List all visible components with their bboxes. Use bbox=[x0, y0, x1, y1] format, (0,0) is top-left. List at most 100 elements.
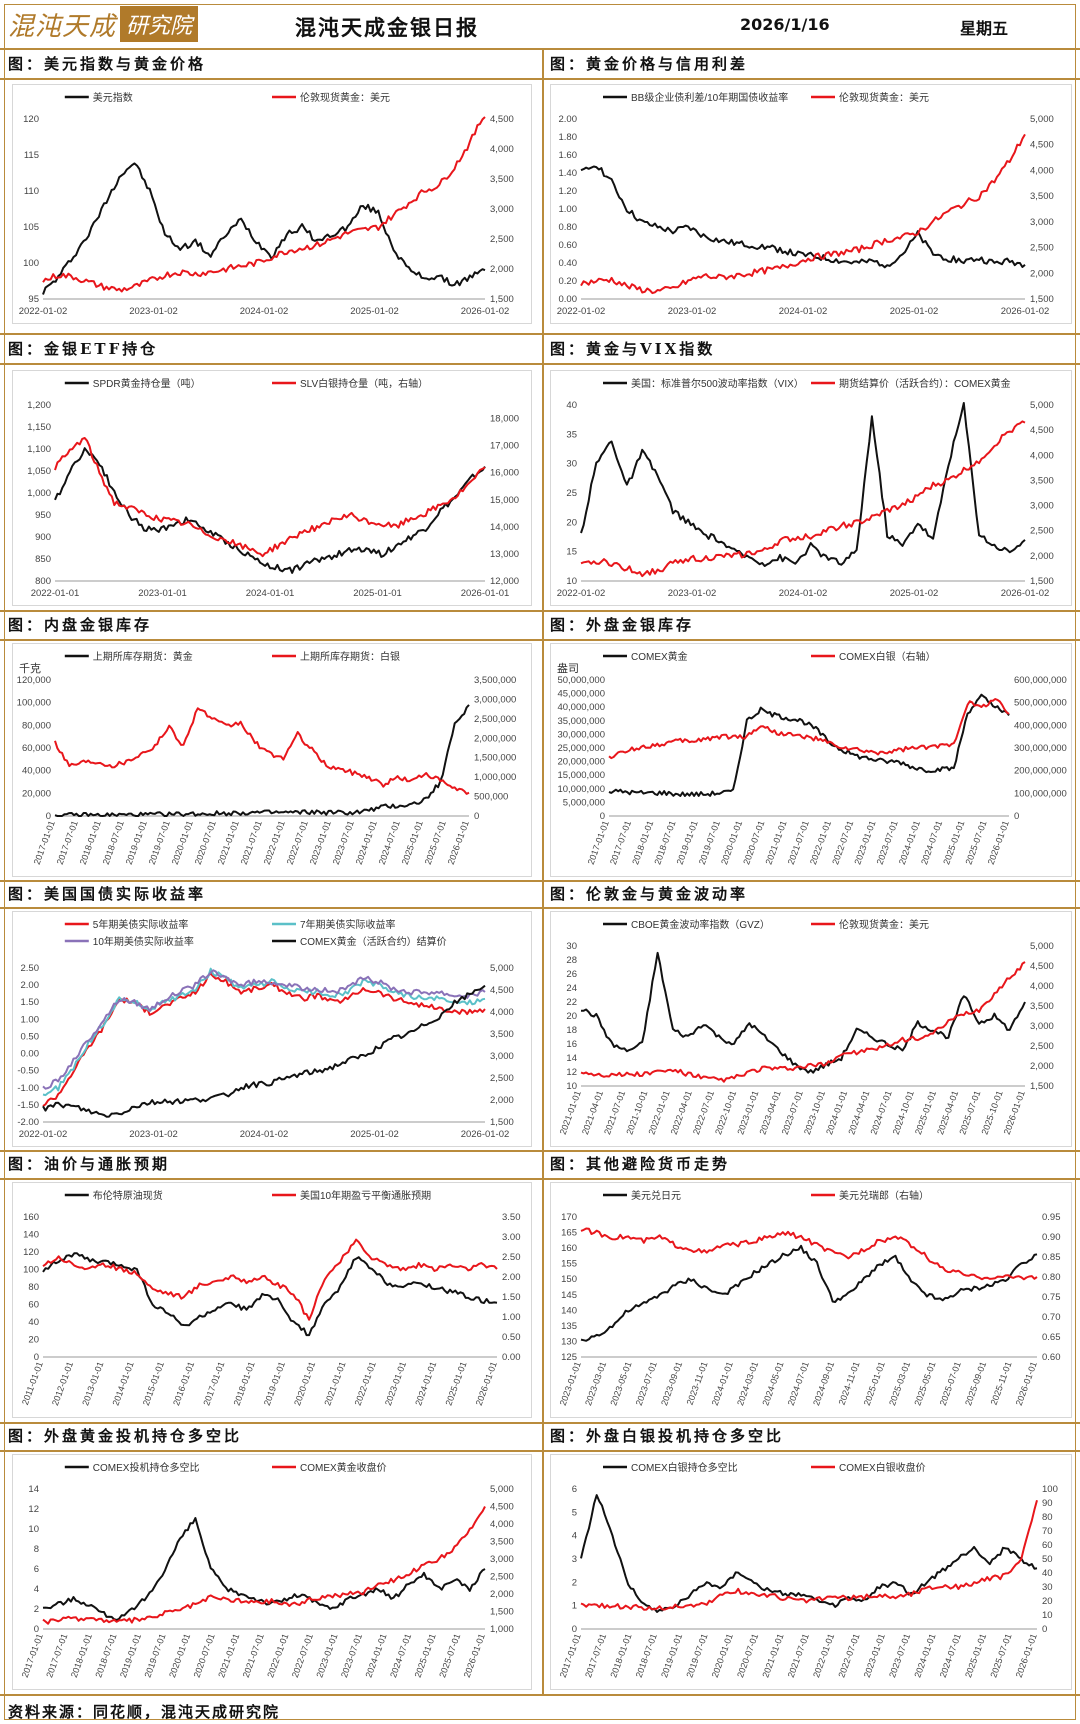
right-tick-label: 500,000,000 bbox=[1014, 698, 1067, 709]
x-tick-label: 2023-07-01 bbox=[887, 1632, 912, 1679]
right-tick-label: 0.65 bbox=[1042, 1332, 1061, 1343]
left-tick-label: 40 bbox=[28, 1317, 39, 1328]
left-tick-label: 0.50 bbox=[21, 1031, 40, 1042]
x-tick-label: 2026-01-02 bbox=[461, 1129, 510, 1140]
chart-gold-credit-spread: BB级企业债利差/10年期国债收益率 伦敦现货黄金：美元 2.00 1.80 1.60 1… bbox=[550, 84, 1072, 324]
right-tick-label: 2,500,000 bbox=[474, 714, 516, 725]
section-title-safe-haven: 图：其他避险货币走势 bbox=[550, 1155, 731, 1173]
x-tick-label: 2025-01-01 bbox=[862, 1360, 887, 1407]
x-tick-label: 2019-07-01 bbox=[697, 819, 722, 866]
right-tick-label: 3,000 bbox=[490, 1051, 514, 1062]
report-date: 2026/1/16 bbox=[740, 15, 830, 34]
left-tick-label: 10 bbox=[566, 1081, 577, 1092]
x-tick-label: 2020-01-01 bbox=[167, 1632, 192, 1679]
left-tick-label: 120 bbox=[23, 114, 39, 125]
x-tick-label: 2023-01-01 bbox=[558, 1360, 583, 1407]
right-tick-label: 2,000 bbox=[490, 264, 514, 275]
right-tick-label: 2,500 bbox=[490, 1073, 514, 1084]
left-tick-label: 30 bbox=[566, 941, 577, 952]
right-tick-label: 2,000 bbox=[1030, 268, 1054, 279]
left-tick-label: 1.20 bbox=[559, 186, 578, 197]
x-tick-label: 2015-01-01 bbox=[141, 1360, 166, 1407]
x-tick-label: 2024-01-01 bbox=[710, 1360, 735, 1407]
x-tick-label: 2024-01-02 bbox=[779, 306, 828, 317]
left-tick-label: 50,000,000 bbox=[557, 675, 605, 686]
chart-etf-holdings: SPDR黄金持仓量（吨） SLV白银持仓量（吨，右轴） 1,200 1,150 1,10… bbox=[12, 370, 532, 606]
legend-label: 美元指数 bbox=[93, 91, 133, 104]
series-line-black bbox=[580, 1244, 1038, 1342]
right-tick-label: 3,500 bbox=[490, 1029, 514, 1040]
x-tick-label: 2025-05-01 bbox=[912, 1360, 937, 1407]
left-tick-label: 40,000,000 bbox=[557, 702, 605, 713]
left-tick-label: 145 bbox=[561, 1290, 577, 1301]
left-tick-label: 0 bbox=[600, 811, 605, 822]
left-tick-label: 80 bbox=[28, 1282, 39, 1293]
chart-real-yields: 5年期美债实际收益率 7年期美债实际收益率 10年期美债实际收益率 COMEX黄金（活… bbox=[12, 911, 532, 1147]
chart-legend: SPDR黄金持仓量（吨） SLV白银持仓量（吨，右轴） bbox=[64, 377, 428, 390]
left-tick-label: 30 bbox=[566, 459, 577, 470]
series-line-red bbox=[54, 707, 470, 795]
x-tick-label: 2019-07-01 bbox=[147, 819, 172, 866]
x-tick-label: 2023-01-02 bbox=[129, 1129, 178, 1140]
x-tick-label: 2025-01-02 bbox=[350, 306, 399, 317]
legend-label: 美国：标准普尔500波动率指数（VIX） bbox=[631, 377, 804, 390]
legend-label: 美元兑瑞郎（右轴） bbox=[839, 1189, 929, 1202]
column-divider bbox=[542, 50, 544, 1694]
left-tick-label: 125 bbox=[561, 1352, 577, 1363]
x-tick-label: 2020-01-01 bbox=[710, 1632, 735, 1679]
left-tick-label: 1,100 bbox=[27, 444, 51, 455]
x-tick-label: 2026-01-02 bbox=[1001, 588, 1050, 599]
chart-svg: 美元兑日元 美元兑瑞郎（右轴） 170 165 160 155 150 145 140 135 13… bbox=[558, 1189, 1061, 1407]
left-tick-label: 140 bbox=[23, 1230, 39, 1241]
right-tick-label: 3.00 bbox=[502, 1232, 521, 1243]
right-tick-label: 3,500 bbox=[490, 1537, 514, 1548]
x-tick-label: 2024-11-01 bbox=[837, 1360, 862, 1406]
x-tick-label: 2024-01-02 bbox=[240, 306, 289, 317]
x-tick-label: 2023-01-01 bbox=[852, 819, 877, 866]
x-tick-label: 2026-01-01 bbox=[1002, 1089, 1027, 1136]
report-weekday: 星期五 bbox=[960, 19, 1009, 38]
right-tick-label: 4,500 bbox=[490, 114, 514, 125]
right-tick-label: 0.85 bbox=[1042, 1252, 1061, 1263]
x-tick-label: 2021-01-01 bbox=[764, 819, 789, 866]
x-tick-label: 2022-04-01 bbox=[669, 1089, 694, 1136]
x-tick-label: 2026-01-01 bbox=[1014, 1632, 1039, 1679]
left-tick-label: 20 bbox=[28, 1335, 39, 1346]
legend-label: 伦敦现货黄金：美元 bbox=[839, 91, 929, 104]
x-tick-label: 2022-01-01 bbox=[262, 819, 287, 866]
section-rule bbox=[0, 1450, 1080, 1452]
left-tick-label: 22 bbox=[566, 997, 577, 1008]
left-tick-label: 120 bbox=[23, 1247, 39, 1258]
left-tick-label: 1.00 bbox=[21, 1014, 40, 1025]
x-tick-label: 2024-07-01 bbox=[919, 819, 944, 866]
right-tick-label: 0 bbox=[1014, 811, 1019, 822]
left-tick-label: 20,000,000 bbox=[557, 757, 605, 768]
left-tick-label: 0 bbox=[46, 811, 51, 822]
x-tick-label: 2018-07-01 bbox=[634, 1632, 659, 1679]
right-tick-label: 300,000,000 bbox=[1014, 743, 1067, 754]
right-tick-label: 0.75 bbox=[1042, 1292, 1061, 1303]
section-rule bbox=[0, 907, 1080, 909]
section-rule bbox=[0, 610, 1080, 612]
x-tick-label: 2025-01-01 bbox=[413, 1632, 438, 1679]
series-line-black bbox=[42, 162, 486, 295]
right-tick-label: 1,500,000 bbox=[474, 753, 516, 764]
x-tick-label: 2020-01-01 bbox=[170, 819, 195, 866]
left-tick-label: -2.00 bbox=[17, 1117, 39, 1128]
chart-silver-cot-ratio: COMEX白银持仓多空比 COMEX白银收盘价 6 5 4 3 2 1 0 100 90 80 70 60… bbox=[550, 1454, 1072, 1690]
right-tick-label: 70 bbox=[1042, 1526, 1053, 1537]
series-line-red bbox=[42, 116, 486, 293]
x-tick-label: 2024-05-01 bbox=[760, 1360, 785, 1407]
right-tick-label: 17,000 bbox=[490, 441, 519, 452]
right-tick-label: 500,000 bbox=[474, 792, 508, 803]
right-tick-label: 1,500 bbox=[1030, 294, 1054, 305]
legend-label: CBOE黄金波动率指数（GVZ） bbox=[631, 918, 770, 931]
left-tick-label: 12 bbox=[566, 1067, 577, 1078]
right-tick-label: 4,000 bbox=[490, 1519, 514, 1530]
legend-label: 伦敦现货黄金：美元 bbox=[300, 91, 390, 104]
legend-label: SPDR黄金持仓量（吨） bbox=[93, 377, 201, 390]
left-tick-label: 170 bbox=[561, 1212, 577, 1223]
left-tick-label: 6 bbox=[34, 1564, 39, 1575]
x-tick-label: 2017-01-01 bbox=[586, 819, 611, 866]
